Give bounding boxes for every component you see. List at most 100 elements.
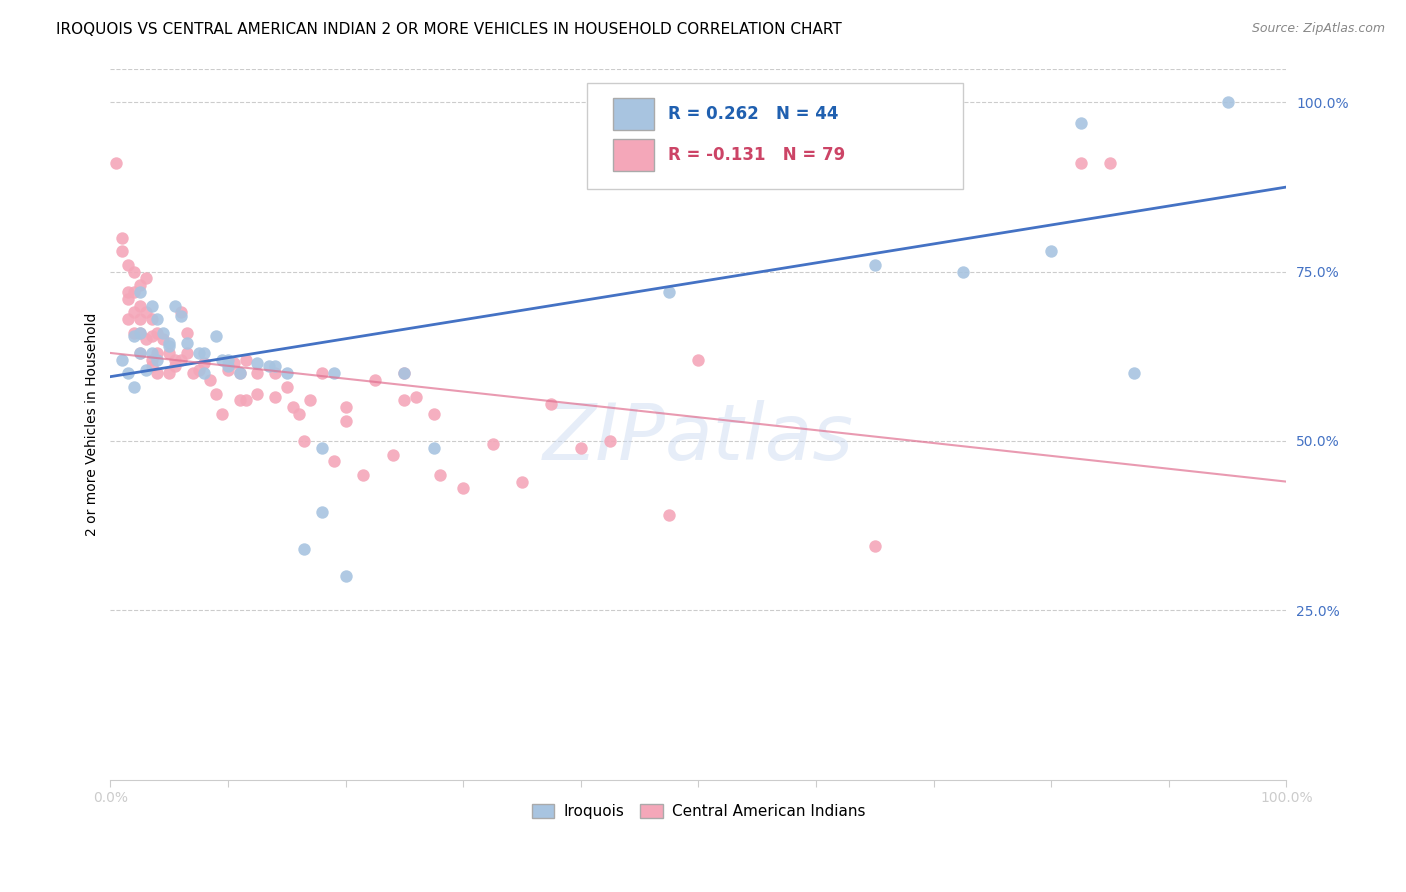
Point <box>128 278 150 293</box>
Point <box>117 285 139 299</box>
Point <box>135 271 157 285</box>
Point <box>863 539 886 553</box>
Point <box>117 312 139 326</box>
Point <box>176 326 198 340</box>
FancyBboxPatch shape <box>613 139 654 171</box>
Point <box>1040 244 1063 259</box>
Point <box>423 407 446 421</box>
Point <box>311 441 333 455</box>
Point <box>176 335 198 350</box>
Point <box>394 366 416 380</box>
Point <box>165 352 187 367</box>
Point <box>157 346 180 360</box>
Point <box>135 305 157 319</box>
Point <box>658 508 681 523</box>
Point <box>217 359 239 374</box>
Point <box>481 437 503 451</box>
Point <box>157 339 180 353</box>
Point <box>335 414 357 428</box>
Point <box>128 326 150 340</box>
Point <box>111 231 134 245</box>
Point <box>294 542 316 557</box>
Point <box>141 346 163 360</box>
Point <box>193 346 215 360</box>
Point <box>111 352 134 367</box>
Point <box>281 400 304 414</box>
Point <box>193 356 215 370</box>
Point <box>146 352 169 367</box>
Point <box>264 390 287 404</box>
Point <box>187 346 209 360</box>
Point <box>276 366 298 380</box>
Text: R = 0.262   N = 44: R = 0.262 N = 44 <box>668 104 838 122</box>
Point <box>165 299 187 313</box>
Point <box>146 326 169 340</box>
Point <box>394 366 416 380</box>
Legend: Iroquois, Central American Indians: Iroquois, Central American Indians <box>526 798 872 825</box>
Point <box>235 393 257 408</box>
Point <box>146 366 169 380</box>
Point <box>170 309 193 323</box>
Point <box>1070 156 1092 170</box>
Point <box>128 299 150 313</box>
Point <box>117 366 139 380</box>
Point <box>146 346 169 360</box>
Point <box>294 434 316 448</box>
Point <box>141 359 163 374</box>
Point <box>299 393 322 408</box>
Point <box>122 326 145 340</box>
Point <box>510 475 533 489</box>
Point <box>863 258 886 272</box>
Point <box>222 356 245 370</box>
Point <box>105 156 128 170</box>
Point <box>423 441 446 455</box>
Point <box>1099 156 1122 170</box>
Point <box>311 366 333 380</box>
Point <box>135 333 157 347</box>
Point <box>658 285 681 299</box>
Text: ZIPatlas: ZIPatlas <box>543 401 853 476</box>
Y-axis label: 2 or more Vehicles in Household: 2 or more Vehicles in Household <box>86 312 100 536</box>
Point <box>246 366 269 380</box>
Point <box>146 312 169 326</box>
Point <box>229 366 252 380</box>
Point <box>152 333 174 347</box>
Point <box>229 366 252 380</box>
Point <box>1070 116 1092 130</box>
Point <box>394 393 416 408</box>
Point <box>257 359 280 374</box>
Point <box>952 265 974 279</box>
Point <box>200 373 222 387</box>
FancyBboxPatch shape <box>586 83 963 189</box>
Point <box>122 265 145 279</box>
Point <box>122 380 145 394</box>
Point <box>217 363 239 377</box>
Point <box>599 434 621 448</box>
Point <box>540 397 562 411</box>
Point <box>128 326 150 340</box>
Text: IROQUOIS VS CENTRAL AMERICAN INDIAN 2 OR MORE VEHICLES IN HOUSEHOLD CORRELATION : IROQUOIS VS CENTRAL AMERICAN INDIAN 2 OR… <box>56 22 842 37</box>
FancyBboxPatch shape <box>613 97 654 129</box>
Point <box>264 366 287 380</box>
Text: Source: ZipAtlas.com: Source: ZipAtlas.com <box>1251 22 1385 36</box>
Point <box>122 285 145 299</box>
Point <box>165 359 187 374</box>
Point <box>429 467 451 482</box>
Point <box>128 312 150 326</box>
Point <box>141 312 163 326</box>
Point <box>1122 366 1144 380</box>
Point <box>176 346 198 360</box>
Point <box>122 329 145 343</box>
Point <box>128 285 150 299</box>
Point <box>157 366 180 380</box>
Point <box>181 366 204 380</box>
Point <box>1216 95 1239 110</box>
Point <box>276 380 298 394</box>
Point <box>128 346 150 360</box>
Point <box>122 305 145 319</box>
Point <box>311 505 333 519</box>
Point <box>381 448 404 462</box>
Point <box>246 356 269 370</box>
Point <box>170 352 193 367</box>
Point <box>335 400 357 414</box>
